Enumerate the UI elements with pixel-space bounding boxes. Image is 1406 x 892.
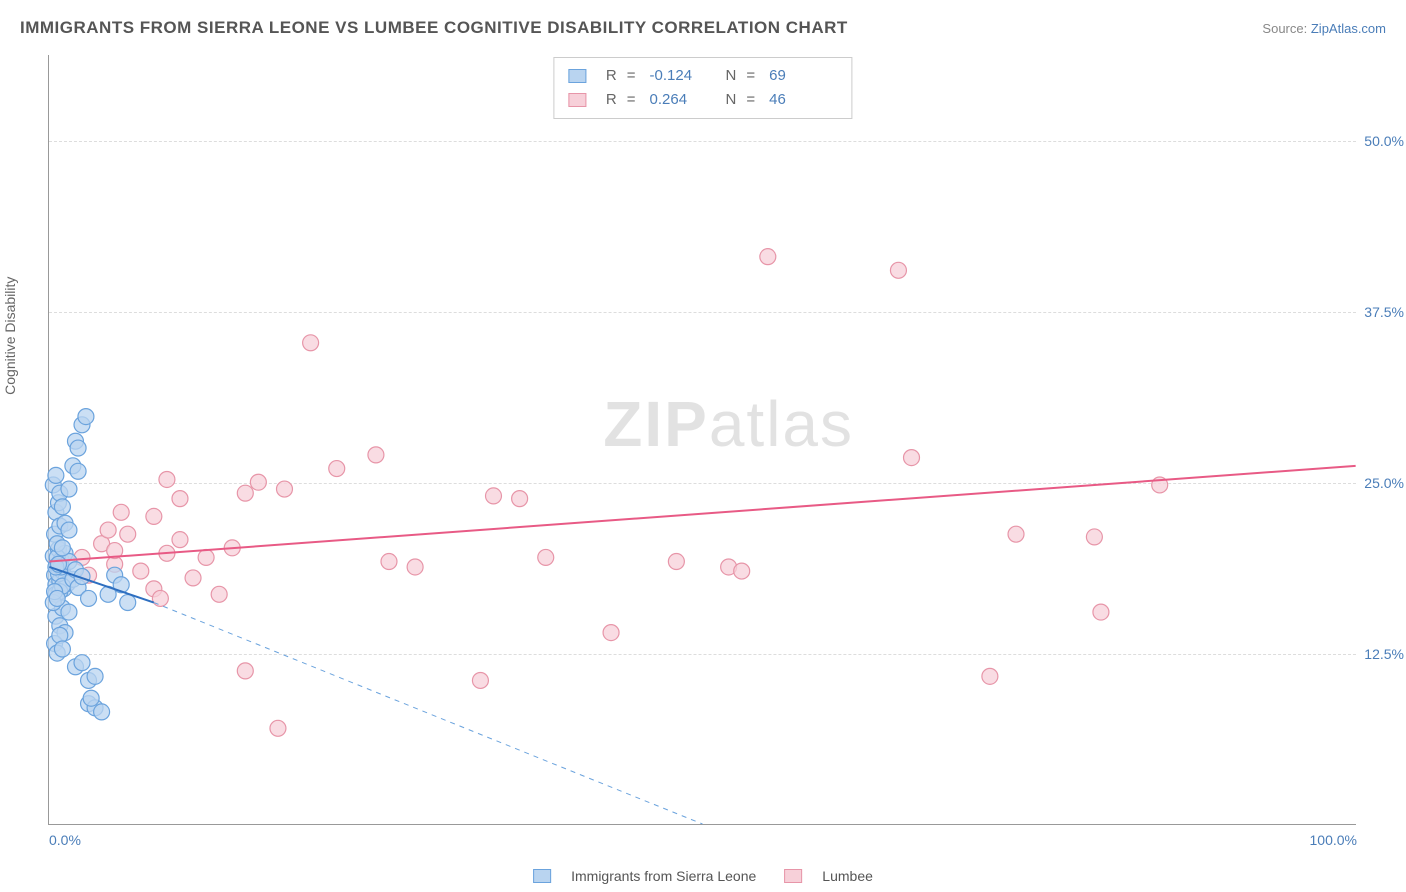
y-axis-label: Cognitive Disability (2, 277, 18, 395)
legend-n-label: N (726, 64, 737, 88)
legend-row-b: R = 0.264 N = 46 (568, 88, 837, 112)
scatter-point (329, 461, 345, 477)
scatter-point (368, 447, 384, 463)
legend-eq: = (627, 88, 636, 112)
scatter-point (250, 474, 266, 490)
scatter-point (61, 522, 77, 538)
scatter-point (890, 262, 906, 278)
trend-line-a-extrapolation (154, 603, 703, 824)
scatter-point (276, 481, 292, 497)
legend-swatch-b-bottom (784, 869, 802, 883)
scatter-point (61, 481, 77, 497)
scatter-point (152, 590, 168, 606)
scatter-point (100, 522, 116, 538)
scatter-point (1008, 526, 1024, 542)
scatter-point (54, 641, 70, 657)
scatter-point (1086, 529, 1102, 545)
scatter-point (70, 440, 86, 456)
scatter-point (74, 655, 90, 671)
scatter-point (70, 463, 86, 479)
scatter-point (172, 491, 188, 507)
scatter-point (78, 409, 94, 425)
scatter-point (303, 335, 319, 351)
scatter-point (760, 249, 776, 265)
legend-swatch-a-bottom (533, 869, 551, 883)
chart-title: IMMIGRANTS FROM SIERRA LEONE VS LUMBEE C… (20, 18, 848, 38)
series-b-name: Lumbee (822, 868, 873, 884)
y-tick-label: 25.0% (1360, 475, 1404, 491)
x-tick-label: 0.0% (49, 832, 81, 848)
scatter-point (982, 668, 998, 684)
scatter-point (133, 563, 149, 579)
scatter-point (198, 549, 214, 565)
y-tick-label: 12.5% (1360, 646, 1404, 662)
source-link[interactable]: ZipAtlas.com (1311, 21, 1386, 36)
scatter-point (381, 554, 397, 570)
scatter-point (407, 559, 423, 575)
legend-n-value-a: 69 (769, 64, 819, 88)
correlation-legend: R = -0.124 N = 69 R = 0.264 N = 46 (553, 57, 852, 119)
legend-r-value-b: 0.264 (650, 88, 700, 112)
scatter-point (211, 586, 227, 602)
scatter-point (1093, 604, 1109, 620)
scatter-point (270, 720, 286, 736)
scatter-point (120, 595, 136, 611)
source: Source: ZipAtlas.com (1262, 21, 1386, 36)
legend-row-a: R = -0.124 N = 69 (568, 64, 837, 88)
scatter-point (61, 604, 77, 620)
scatter-point (54, 499, 70, 515)
scatter-point (120, 526, 136, 542)
y-tick-label: 37.5% (1360, 304, 1404, 320)
y-tick-label: 50.0% (1360, 133, 1404, 149)
scatter-point (603, 625, 619, 641)
scatter-point (472, 672, 488, 688)
scatter-point (113, 504, 129, 520)
scatter-point (159, 471, 175, 487)
scatter-point (146, 508, 162, 524)
scatter-point (185, 570, 201, 586)
scatter-point (734, 563, 750, 579)
legend-eq: = (627, 64, 636, 88)
scatter-point (237, 485, 253, 501)
legend-eq: = (746, 64, 755, 88)
scatter-point (538, 549, 554, 565)
legend-r-label: R (606, 88, 617, 112)
legend-eq: = (746, 88, 755, 112)
x-tick-label: 100.0% (1310, 832, 1357, 848)
scatter-point (904, 450, 920, 466)
scatter-point (87, 668, 103, 684)
scatter-plot (49, 55, 1356, 824)
legend-swatch-a (568, 69, 586, 83)
scatter-point (94, 704, 110, 720)
scatter-point (668, 554, 684, 570)
scatter-point (54, 540, 70, 556)
scatter-point (49, 590, 65, 606)
legend-r-label: R (606, 64, 617, 88)
chart-area: R = -0.124 N = 69 R = 0.264 N = 46 ZIPat… (48, 55, 1356, 825)
legend-n-value-b: 46 (769, 88, 819, 112)
scatter-point (486, 488, 502, 504)
source-label: Source: (1262, 21, 1307, 36)
legend-item-a: Immigrants from Sierra Leone (533, 868, 756, 884)
scatter-point (512, 491, 528, 507)
legend-swatch-b (568, 93, 586, 107)
scatter-point (48, 467, 64, 483)
scatter-point (81, 590, 97, 606)
legend-n-label: N (726, 88, 737, 112)
scatter-point (172, 532, 188, 548)
scatter-point (83, 690, 99, 706)
series-legend: Immigrants from Sierra Leone Lumbee (533, 868, 873, 884)
scatter-point (237, 663, 253, 679)
trend-line-b (49, 466, 1355, 562)
legend-r-value-a: -0.124 (650, 64, 700, 88)
legend-item-b: Lumbee (784, 868, 873, 884)
series-a-name: Immigrants from Sierra Leone (571, 868, 756, 884)
